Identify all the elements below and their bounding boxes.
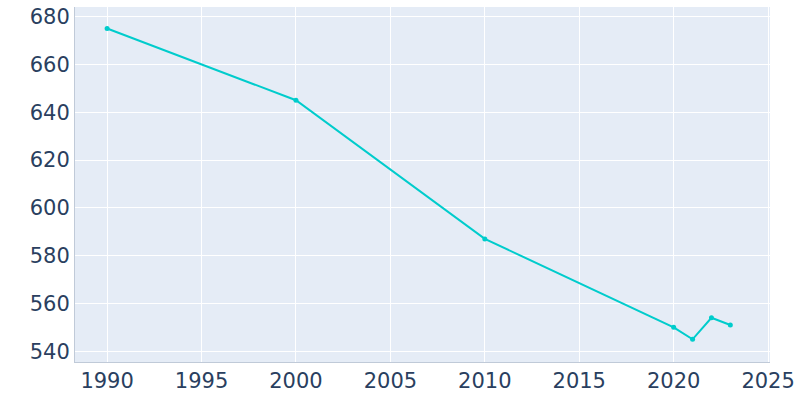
svg-text:2010: 2010 bbox=[458, 369, 511, 393]
svg-text:640: 640 bbox=[30, 101, 70, 125]
svg-text:540: 540 bbox=[30, 340, 70, 364]
svg-text:1995: 1995 bbox=[175, 369, 228, 393]
svg-text:2015: 2015 bbox=[553, 369, 606, 393]
svg-text:1990: 1990 bbox=[80, 369, 133, 393]
svg-text:620: 620 bbox=[30, 148, 70, 172]
svg-text:580: 580 bbox=[30, 244, 70, 268]
svg-text:2005: 2005 bbox=[364, 369, 417, 393]
svg-text:680: 680 bbox=[30, 5, 70, 29]
svg-text:2000: 2000 bbox=[269, 369, 322, 393]
svg-text:660: 660 bbox=[30, 53, 70, 77]
svg-text:560: 560 bbox=[30, 292, 70, 316]
svg-text:2025: 2025 bbox=[741, 369, 794, 393]
svg-text:600: 600 bbox=[30, 196, 70, 220]
svg-text:2020: 2020 bbox=[647, 369, 700, 393]
